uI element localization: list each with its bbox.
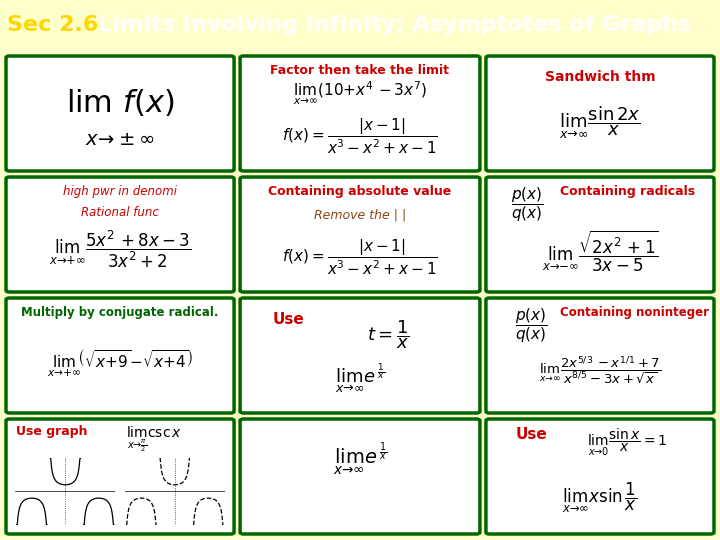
Text: Use: Use: [272, 312, 304, 327]
Text: $\lim_{x\to+\infty}\!\left(\sqrt{x+9}-\sqrt{x+4}\right)$: $\lim_{x\to+\infty}\!\left(\sqrt{x+9}-\s…: [47, 348, 193, 380]
FancyBboxPatch shape: [486, 419, 714, 534]
Text: Containing absolute value: Containing absolute value: [269, 185, 451, 198]
Text: Remove the | |: Remove the | |: [314, 208, 406, 221]
Text: Use: Use: [516, 427, 547, 442]
Text: $\lim\ f(x)$: $\lim\ f(x)$: [66, 86, 174, 118]
Text: $\lim_{x\to+\infty}\dfrac{5x^2+8x-3}{3x^2+2}$: $\lim_{x\to+\infty}\dfrac{5x^2+8x-3}{3x^…: [49, 229, 191, 270]
Text: high pwr in denomi: high pwr in denomi: [63, 185, 177, 198]
Text: $\lim_{x\to-\infty}\dfrac{\sqrt{2x^2+1}}{3x-5}$: $\lim_{x\to-\infty}\dfrac{\sqrt{2x^2+1}}…: [541, 229, 658, 274]
Text: $\lim_{x\to\infty}e^{\,\frac{1}{x}}$: $\lim_{x\to\infty}e^{\,\frac{1}{x}}$: [335, 361, 385, 396]
Text: $\lim_{x\to\frac{\pi}{2}}\csc x$: $\lim_{x\to\frac{\pi}{2}}\csc x$: [126, 425, 182, 454]
Text: Multiply by conjugate radical.: Multiply by conjugate radical.: [22, 306, 219, 319]
FancyBboxPatch shape: [240, 298, 480, 413]
Text: $x\!\to\!\pm\infty$: $x\!\to\!\pm\infty$: [85, 131, 155, 150]
Text: $t=\dfrac{1}{x}$: $t=\dfrac{1}{x}$: [367, 319, 410, 352]
Text: $\lim_{x\to\infty}(10+x^4-3x^7)$: $\lim_{x\to\infty}(10+x^4-3x^7)$: [293, 79, 427, 107]
Text: Sec 2.6:: Sec 2.6:: [7, 15, 107, 35]
FancyBboxPatch shape: [486, 56, 714, 171]
Text: $\dfrac{p(x)}{q(x)}$: $\dfrac{p(x)}{q(x)}$: [516, 306, 548, 345]
FancyBboxPatch shape: [6, 419, 234, 534]
Text: $\lim_{x\to\infty}e^{\,\frac{1}{x}}$: $\lim_{x\to\infty}e^{\,\frac{1}{x}}$: [333, 440, 387, 478]
FancyBboxPatch shape: [240, 419, 480, 534]
Text: $\lim_{x\to 0}\dfrac{\sin x}{x}=1$: $\lim_{x\to 0}\dfrac{\sin x}{x}=1$: [588, 427, 667, 458]
FancyBboxPatch shape: [486, 298, 714, 413]
Text: Factor then take the limit: Factor then take the limit: [271, 64, 449, 77]
FancyBboxPatch shape: [240, 56, 480, 171]
Text: Containing radicals: Containing radicals: [559, 185, 695, 198]
Text: Containing noninteger: Containing noninteger: [559, 306, 708, 319]
Text: $f(x)=\dfrac{|x-1|}{x^3-x^2+x-1}$: $f(x)=\dfrac{|x-1|}{x^3-x^2+x-1}$: [282, 238, 438, 277]
Text: Use graph: Use graph: [16, 425, 87, 438]
FancyBboxPatch shape: [6, 56, 234, 171]
Text: $\lim_{x\to\infty}x\sin\dfrac{1}{x}$: $\lim_{x\to\infty}x\sin\dfrac{1}{x}$: [562, 480, 638, 515]
Text: $f(x)=\dfrac{|x-1|}{x^3-x^2+x-1}$: $f(x)=\dfrac{|x-1|}{x^3-x^2+x-1}$: [282, 117, 438, 156]
FancyBboxPatch shape: [6, 298, 234, 413]
Text: $\lim_{x\to\infty}\dfrac{\sin 2x}{x}$: $\lim_{x\to\infty}\dfrac{\sin 2x}{x}$: [559, 105, 641, 141]
Text: Limits Involving Infinity; Asymptotes of Graphs: Limits Involving Infinity; Asymptotes of…: [83, 15, 691, 35]
FancyBboxPatch shape: [240, 177, 480, 292]
Text: Sandwich thm: Sandwich thm: [544, 70, 655, 84]
FancyBboxPatch shape: [6, 177, 234, 292]
FancyBboxPatch shape: [486, 177, 714, 292]
Text: $\dfrac{p(x)}{q(x)}$: $\dfrac{p(x)}{q(x)}$: [510, 185, 544, 224]
Text: Rational func: Rational func: [81, 206, 159, 219]
Text: $\lim_{x\to\infty}\dfrac{2x^{5/3}-x^{1/1}+7}{x^{8/5}-3x+\sqrt{x}}$: $\lim_{x\to\infty}\dfrac{2x^{5/3}-x^{1/1…: [539, 354, 661, 387]
